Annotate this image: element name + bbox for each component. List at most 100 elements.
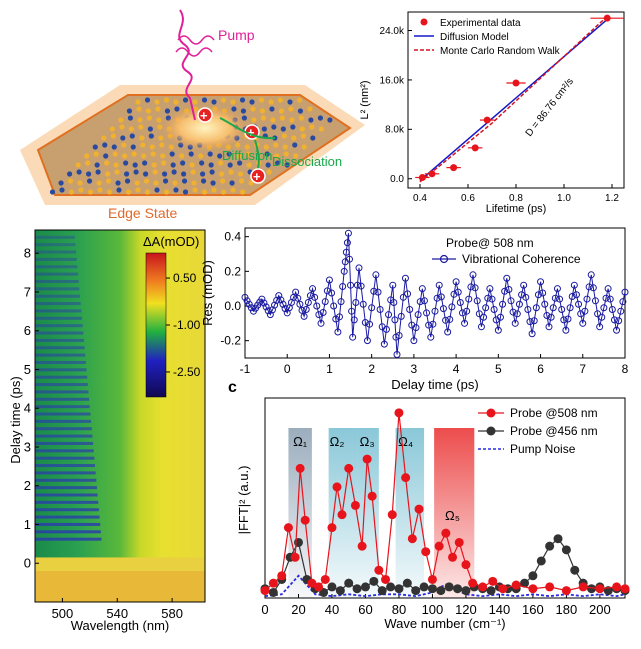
- lattice-atom: [159, 142, 165, 148]
- probe-508-point: [268, 578, 278, 588]
- probe-508-point: [350, 500, 360, 510]
- lattice-atom: [240, 108, 247, 114]
- diffusion-ytick-label: 16.0k: [380, 75, 405, 86]
- mode-label-4: Ω₄: [398, 434, 413, 449]
- residual-chart-marks: [241, 229, 629, 359]
- residual-point: [482, 304, 490, 312]
- residual-point: [458, 309, 466, 317]
- heatmap-ytick-label: 8: [24, 246, 31, 261]
- lattice-atom: [207, 151, 213, 157]
- lattice-atom: [189, 162, 195, 168]
- montecarlo-line: [419, 15, 608, 183]
- lattice-atom: [280, 126, 286, 132]
- residual-point: [352, 299, 360, 307]
- residual-point: [537, 278, 545, 286]
- probe-456-point: [545, 541, 555, 551]
- residual-point: [524, 305, 532, 313]
- charge-symbol-1: +: [200, 108, 208, 123]
- probe-456-point: [461, 586, 471, 596]
- heatmap-stripe: [35, 405, 90, 409]
- lattice-atom: [125, 189, 132, 195]
- heatmap-stripe: [35, 302, 81, 306]
- lattice-atom: [140, 142, 146, 148]
- residual-point: [427, 333, 435, 341]
- lattice-atom: [244, 144, 250, 150]
- lattice-atom: [151, 162, 157, 168]
- heatmap-stripe: [35, 508, 99, 512]
- residual-point: [452, 278, 460, 286]
- probe-508-point: [461, 560, 471, 570]
- heatmap-stripe: [35, 434, 93, 438]
- heatmap-xtick-label: 540: [106, 606, 128, 621]
- heatmap-stripe: [35, 493, 98, 497]
- probe-456-point: [553, 534, 563, 544]
- probe-456-point: [327, 582, 337, 592]
- residual-point: [604, 285, 612, 293]
- heatmap-ytick-label: 0: [24, 556, 31, 571]
- lattice-atom: [59, 187, 65, 193]
- probe-456-point: [587, 584, 597, 594]
- lattice-atom: [113, 162, 119, 168]
- lattice-atom: [157, 124, 163, 130]
- lattice-atom: [269, 106, 275, 112]
- heatmap-stripe: [35, 272, 79, 276]
- lattice-atom: [154, 187, 160, 193]
- probe-508-point: [344, 463, 354, 473]
- lattice-atom: [317, 115, 323, 121]
- residual-point: [439, 305, 447, 313]
- lattice-atom: [274, 153, 280, 159]
- lattice-atom: [86, 171, 92, 177]
- fft-xtick-label: 140: [489, 602, 511, 617]
- lattice-atom: [281, 133, 287, 139]
- residual-xtick-label: 8: [622, 362, 629, 376]
- lattice-atom: [146, 115, 152, 121]
- diffusion-ytick-label: 0.0: [390, 174, 404, 185]
- residual-point: [370, 287, 378, 295]
- lattice-atom: [76, 169, 82, 175]
- fft-xtick-label: 0: [261, 602, 268, 617]
- probe-508-point: [545, 582, 555, 592]
- lattice-atom: [179, 153, 185, 159]
- lattice-atom: [138, 124, 144, 130]
- colorbar-ticks: 0.50 -1.00 -2.50: [166, 271, 201, 379]
- heatmap-stripe: [35, 515, 100, 519]
- lattice-atom: [228, 169, 234, 175]
- lattice-atom: [134, 180, 140, 186]
- lattice-atom: [152, 169, 158, 175]
- lattice-atom: [227, 162, 233, 168]
- lattice-atom: [275, 160, 281, 166]
- lattice-atom: [162, 171, 168, 177]
- lattice-atom: [149, 144, 155, 150]
- residual-point: [302, 305, 310, 313]
- charge-symbol-2: +: [247, 125, 255, 140]
- residual-point: [423, 309, 431, 317]
- residual-point: [613, 326, 621, 334]
- residual-point: [587, 271, 595, 279]
- experimental-point: [450, 164, 458, 172]
- heatmap-stripe: [35, 471, 96, 475]
- lattice-atom: [219, 171, 225, 177]
- residual-point: [486, 285, 494, 293]
- heatmap-ytick-label: 3: [24, 439, 31, 454]
- lattice-atom: [131, 151, 137, 157]
- residual-legend-marker: [439, 254, 449, 264]
- lattice-atom: [144, 189, 151, 195]
- lattice-atom: [199, 160, 205, 166]
- lattice-atom: [299, 126, 305, 132]
- residual-point: [298, 306, 306, 314]
- residual-point: [410, 337, 418, 345]
- lattice-atom: [182, 97, 189, 103]
- lattice-atom: [208, 162, 214, 168]
- residual-point: [313, 302, 321, 310]
- lattice-atom: [188, 151, 194, 157]
- lattice-atom: [220, 189, 227, 195]
- residual-chart-ylabel: Res (mOD): [200, 260, 215, 326]
- probe-456-point: [570, 565, 580, 575]
- lattice-atom: [160, 153, 166, 159]
- residual-point: [433, 294, 441, 302]
- residual-point: [395, 331, 403, 339]
- legend-label-montecarlo: Monte Carlo Random Walk: [440, 46, 561, 57]
- residual-point: [617, 307, 625, 315]
- probe-456-point: [520, 578, 530, 588]
- residual-point: [359, 300, 367, 308]
